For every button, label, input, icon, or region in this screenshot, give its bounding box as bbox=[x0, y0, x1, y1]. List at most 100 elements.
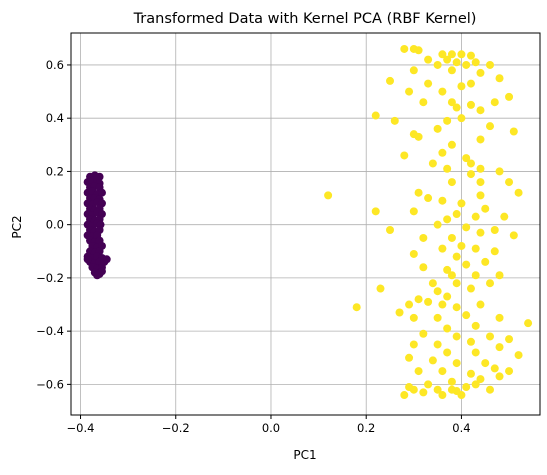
data-point bbox=[457, 82, 466, 91]
data-point bbox=[471, 348, 480, 357]
x-tick-label: −0.4 bbox=[67, 421, 95, 435]
data-point bbox=[443, 292, 452, 301]
data-point bbox=[462, 154, 471, 163]
data-point bbox=[371, 111, 380, 120]
data-point bbox=[505, 335, 514, 344]
data-point bbox=[400, 151, 409, 160]
data-point bbox=[352, 303, 361, 312]
data-point bbox=[97, 267, 106, 276]
data-point bbox=[462, 60, 471, 69]
x-tick-label: 0.2 bbox=[357, 421, 375, 435]
data-point bbox=[443, 55, 452, 64]
data-point bbox=[481, 257, 490, 266]
data-point bbox=[433, 287, 442, 296]
scatter-points bbox=[83, 44, 533, 400]
data-point bbox=[405, 300, 414, 309]
data-point bbox=[433, 60, 442, 69]
data-point bbox=[490, 225, 499, 234]
y-tick-label: −0.4 bbox=[36, 324, 64, 338]
data-point bbox=[447, 98, 456, 107]
data-point bbox=[433, 313, 442, 322]
data-point bbox=[476, 178, 485, 187]
data-point bbox=[424, 194, 433, 203]
data-point bbox=[102, 255, 111, 264]
data-point bbox=[471, 380, 480, 389]
data-point bbox=[438, 148, 447, 157]
data-point bbox=[443, 215, 452, 224]
data-point bbox=[476, 164, 485, 173]
data-point bbox=[476, 300, 485, 309]
data-point bbox=[466, 159, 475, 168]
data-point bbox=[390, 116, 399, 125]
y-tick-label: −0.2 bbox=[36, 271, 64, 285]
data-point bbox=[438, 244, 447, 253]
data-point bbox=[438, 367, 447, 376]
data-point bbox=[505, 367, 514, 376]
data-point bbox=[486, 332, 495, 341]
data-point bbox=[457, 199, 466, 208]
data-point bbox=[419, 388, 428, 397]
data-point bbox=[457, 114, 466, 123]
data-point bbox=[371, 207, 380, 216]
data-point bbox=[433, 124, 442, 133]
data-point bbox=[443, 116, 452, 125]
data-point bbox=[424, 55, 433, 64]
chart-title: Transformed Data with Kernel PCA (RBF Ke… bbox=[133, 11, 477, 27]
data-point bbox=[466, 51, 475, 60]
data-point bbox=[409, 207, 418, 216]
data-point bbox=[419, 263, 428, 272]
data-point bbox=[447, 271, 456, 280]
data-point bbox=[419, 233, 428, 242]
data-point bbox=[395, 308, 404, 317]
data-point bbox=[452, 210, 461, 219]
data-point bbox=[505, 178, 514, 187]
data-point bbox=[414, 132, 423, 141]
data-point bbox=[424, 297, 433, 306]
data-point bbox=[457, 50, 466, 59]
data-point bbox=[495, 372, 504, 381]
data-point bbox=[466, 100, 475, 109]
data-point bbox=[433, 385, 442, 394]
data-point bbox=[476, 375, 485, 384]
data-point bbox=[443, 348, 452, 357]
data-point bbox=[428, 356, 437, 365]
data-point bbox=[452, 252, 461, 261]
data-point bbox=[419, 329, 428, 338]
data-point bbox=[447, 66, 456, 75]
data-point bbox=[486, 60, 495, 69]
data-point bbox=[447, 233, 456, 242]
data-point bbox=[438, 300, 447, 309]
data-point bbox=[486, 279, 495, 288]
data-point bbox=[409, 385, 418, 394]
data-point bbox=[405, 353, 414, 362]
data-point bbox=[443, 164, 452, 173]
data-point bbox=[447, 50, 456, 59]
data-point bbox=[428, 159, 437, 168]
data-point bbox=[414, 295, 423, 304]
grid-lines bbox=[71, 33, 540, 415]
data-point bbox=[471, 271, 480, 280]
data-point bbox=[462, 383, 471, 392]
data-point bbox=[400, 391, 409, 400]
data-point bbox=[495, 271, 504, 280]
data-point bbox=[476, 106, 485, 115]
axes: −0.4 −0.2 0.0 0.2 0.4 −0.6 −0.4 −0.2 0.0 0.2 0.4 0.… bbox=[36, 32, 541, 435]
data-point bbox=[386, 76, 395, 85]
x-axis-label: PC1 bbox=[293, 448, 316, 462]
data-point bbox=[438, 196, 447, 205]
data-point bbox=[457, 241, 466, 250]
y-tick-label: 0.4 bbox=[46, 111, 64, 125]
data-point bbox=[462, 223, 471, 232]
data-point bbox=[495, 74, 504, 83]
y-tick-label: 0.6 bbox=[46, 58, 64, 72]
data-point bbox=[466, 79, 475, 88]
data-point bbox=[414, 46, 423, 55]
data-point bbox=[400, 44, 409, 53]
data-point bbox=[452, 359, 461, 368]
data-point bbox=[471, 321, 480, 330]
data-point bbox=[462, 311, 471, 320]
data-point bbox=[414, 367, 423, 376]
data-point bbox=[419, 98, 428, 107]
data-point bbox=[490, 98, 499, 107]
